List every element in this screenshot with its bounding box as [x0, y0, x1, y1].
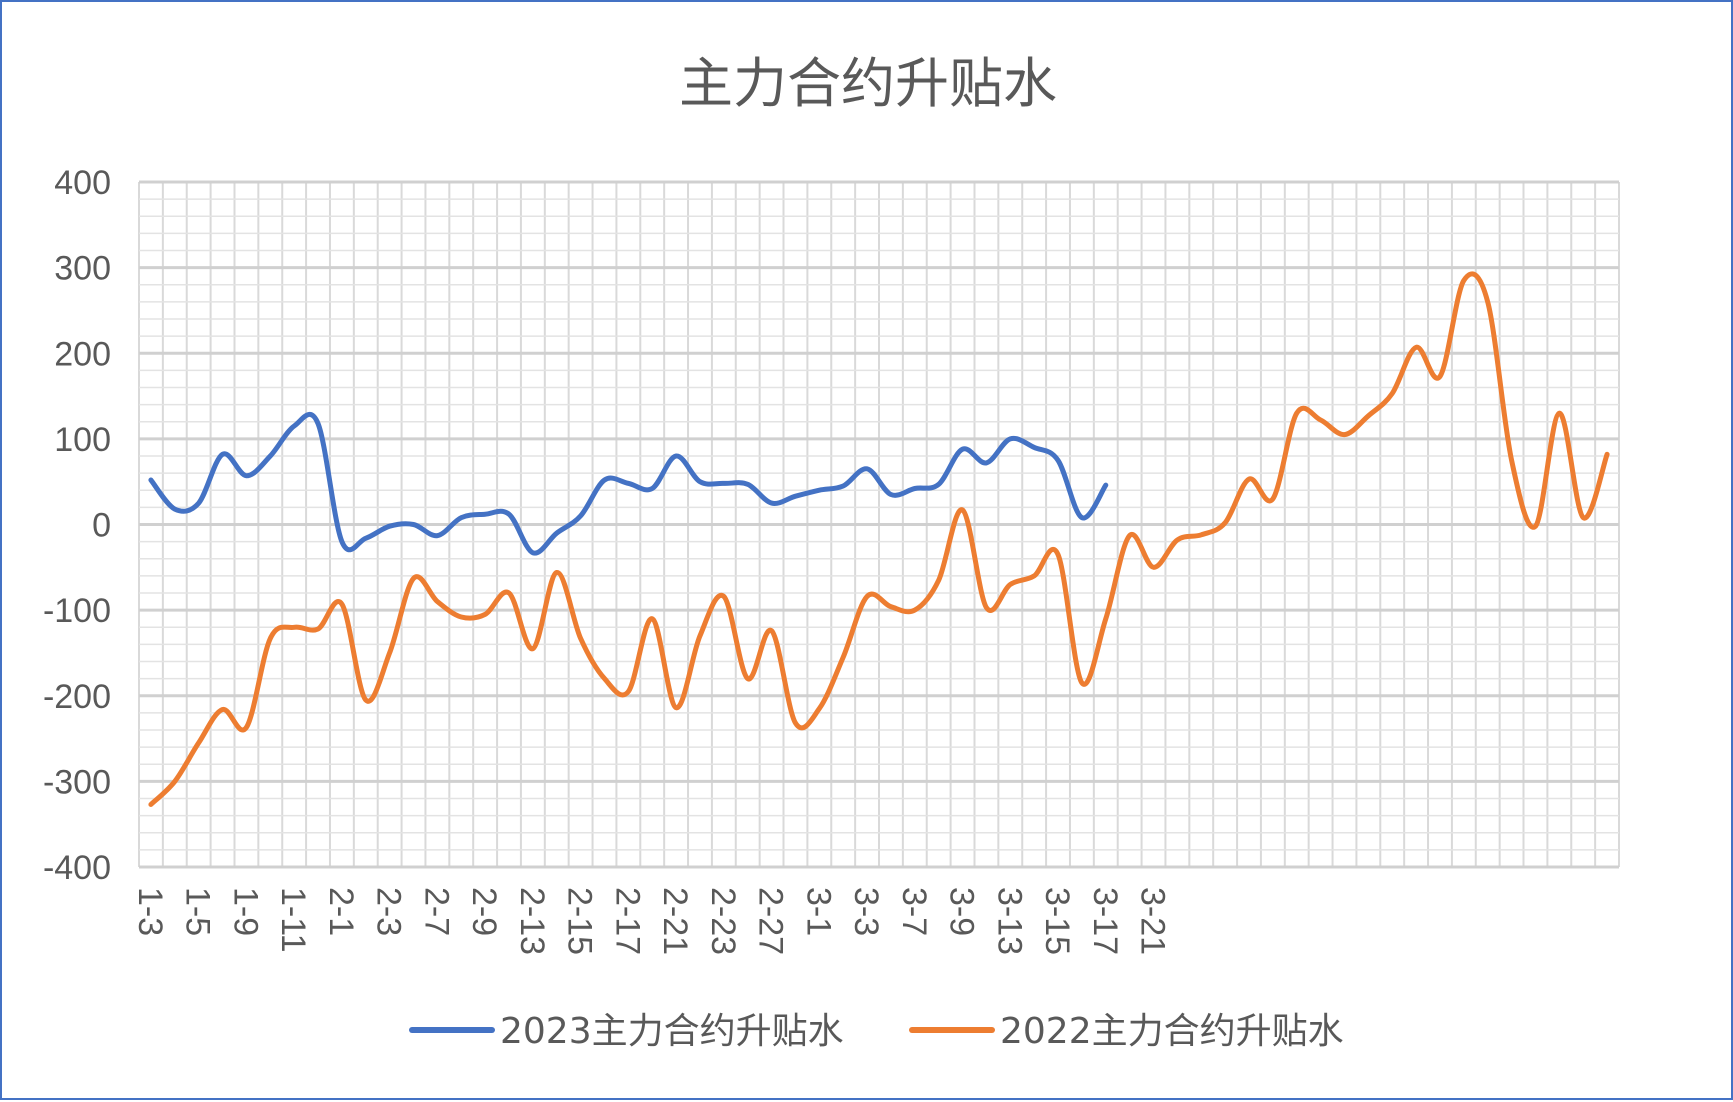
x-tick-label: 2-13: [513, 887, 551, 955]
x-tick-label: 2-1: [322, 887, 360, 936]
x-tick-label: 2-27: [752, 887, 790, 955]
x-tick-label: 2-15: [561, 887, 599, 955]
series-line: [148, 271, 1610, 807]
x-tick-label: 3-7: [895, 887, 933, 936]
y-axis-ticks: 400 300 200 100 0 -100 -200 -300 -400: [43, 164, 111, 887]
x-tick-label: 2-23: [704, 887, 742, 955]
y-tick-label: 200: [54, 335, 111, 373]
y-tick-label: -300: [43, 763, 111, 801]
x-tick-label: 1-5: [179, 887, 217, 936]
x-tick-label: 1-11: [274, 887, 312, 953]
x-tick-label: 3-17: [1086, 887, 1124, 955]
x-tick-label: 1-3: [131, 887, 169, 936]
x-tick-label: 1-9: [226, 887, 264, 936]
plot-grid: [138, 180, 1620, 869]
x-tick-label: 3-21: [1134, 887, 1172, 955]
x-tick-label: 2-9: [465, 887, 503, 936]
legend-label: 2023主力合约升贴水: [500, 1011, 844, 1052]
x-tick-label: 2-3: [370, 887, 408, 936]
x-tick-label: 3-3: [847, 887, 885, 936]
x-axis-ticks: 1-3 1-5 1-9 1-11 2-1 2-3 2-7 2-9 2-13 2-15 2-17 2-2…: [131, 887, 1172, 955]
x-tick-label: 2-7: [417, 887, 455, 936]
chart-title: 主力合约升贴水: [679, 52, 1057, 115]
series-line: [148, 411, 1109, 556]
y-tick-label: 0: [92, 507, 111, 545]
series-lines: [148, 271, 1610, 807]
y-tick-label: 300: [54, 250, 111, 288]
legend-label: 2022主力合约升贴水: [1000, 1011, 1344, 1052]
y-tick-label: -400: [43, 849, 111, 887]
x-tick-label: 3-1: [799, 887, 837, 936]
x-tick-label: 2-17: [608, 887, 646, 955]
x-tick-label: 2-21: [656, 887, 694, 955]
legend: 2023主力合约升贴水 2022主力合约升贴水: [409, 1011, 1344, 1052]
y-tick-label: -100: [43, 592, 111, 630]
x-tick-label: 3-15: [1038, 887, 1076, 955]
y-tick-label: 100: [54, 421, 111, 459]
y-tick-label: -200: [43, 678, 111, 716]
x-tick-label: 3-13: [990, 887, 1028, 955]
x-tick-label: 3-9: [943, 887, 981, 936]
y-tick-label: 400: [54, 164, 111, 202]
